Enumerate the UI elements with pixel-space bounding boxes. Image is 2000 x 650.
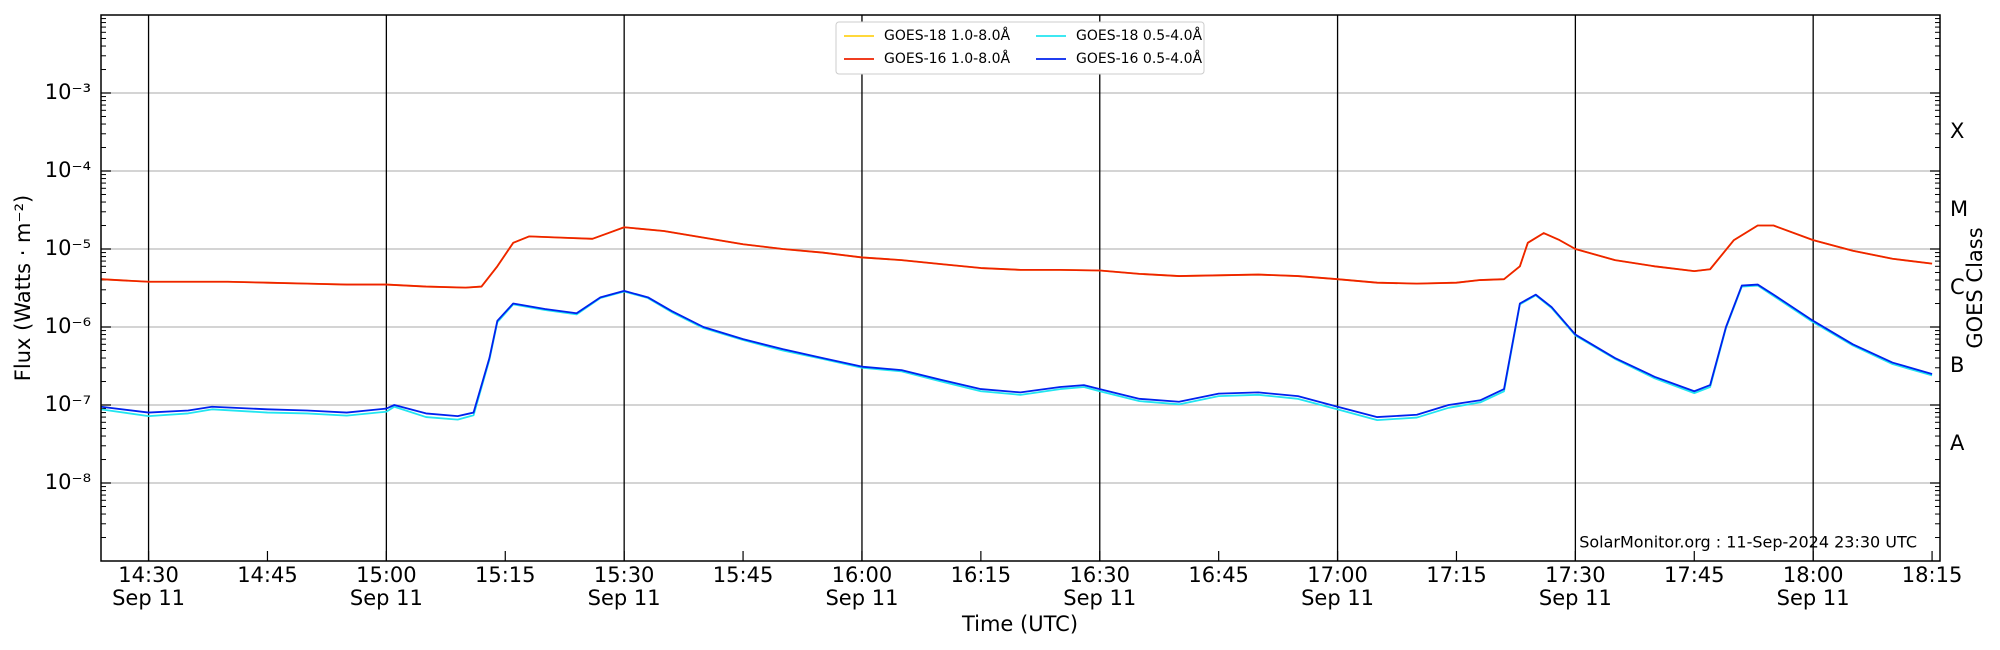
y2-axis-label: GOES Class [1963, 227, 1987, 348]
x-tick-label: 17:30 [1545, 563, 1606, 587]
y-axis-label: Flux (Watts · m⁻²) [11, 195, 35, 381]
x-tick-label: 16:15 [951, 563, 1012, 587]
x-tick-date: Sep 11 [1539, 586, 1612, 610]
x-tick-label: 15:00 [356, 563, 417, 587]
y-tick-label: 10⁻³ [45, 80, 91, 104]
y2-tick-label: X [1950, 119, 1964, 143]
x-tick-label: 17:15 [1426, 563, 1487, 587]
x-axis-label: Time (UTC) [961, 612, 1078, 636]
y-tick-label: 10⁻⁵ [45, 236, 91, 260]
annotation: SolarMonitor.org : 11-Sep-2024 23:30 UTC [1579, 533, 1917, 552]
y2-tick-label: B [1950, 353, 1964, 377]
y2-tick-label: M [1950, 197, 1968, 221]
x-tick-date: Sep 11 [825, 586, 898, 610]
x-tick-label: 15:45 [713, 563, 774, 587]
x-tick-label: 16:30 [1070, 563, 1131, 587]
legend-label: GOES-16 1.0-8.0Å [884, 50, 1010, 67]
x-tick-date: Sep 11 [1301, 586, 1374, 610]
x-tick-label: 18:15 [1902, 563, 1963, 587]
y2-tick-label: C [1950, 275, 1965, 299]
x-tick-label: 15:15 [475, 563, 536, 587]
x-tick-label: 14:45 [237, 563, 298, 587]
series-line [101, 284, 1933, 422]
legend-box [835, 21, 1205, 75]
legend-label: GOES-18 1.0-8.0Å [884, 27, 1010, 44]
y-tick-label: 10⁻⁴ [45, 158, 91, 182]
x-tick-label: 15:30 [594, 563, 655, 587]
plot-series [101, 224, 1933, 422]
legend-label: GOES-16 0.5-4.0Å [1076, 50, 1202, 67]
x-tick-label: 16:45 [1188, 563, 1249, 587]
x-tick-date: Sep 11 [112, 586, 185, 610]
x-tick-label: 17:00 [1307, 563, 1368, 587]
x-tick-date: Sep 11 [1777, 586, 1850, 610]
series-line [101, 283, 1933, 418]
y2-tick-label: A [1950, 431, 1965, 455]
y-tick-label: 10⁻⁸ [45, 470, 91, 494]
x-tick-date: Sep 11 [350, 586, 423, 610]
legend-label: GOES-18 0.5-4.0Å [1076, 27, 1202, 44]
x-tick-label: 14:30 [118, 563, 179, 587]
x-tick-label: 18:00 [1783, 563, 1844, 587]
x-tick-label: 16:00 [832, 563, 893, 587]
y-tick-label: 10⁻⁷ [45, 392, 91, 416]
series-line [101, 224, 1933, 289]
plot-frame [100, 14, 1941, 562]
x-tick-date: Sep 11 [588, 586, 661, 610]
series-line [101, 224, 1933, 289]
x-tick-date: Sep 11 [1063, 586, 1136, 610]
x-tick-label: 17:45 [1664, 563, 1725, 587]
y-tick-label: 10⁻⁶ [45, 314, 91, 338]
